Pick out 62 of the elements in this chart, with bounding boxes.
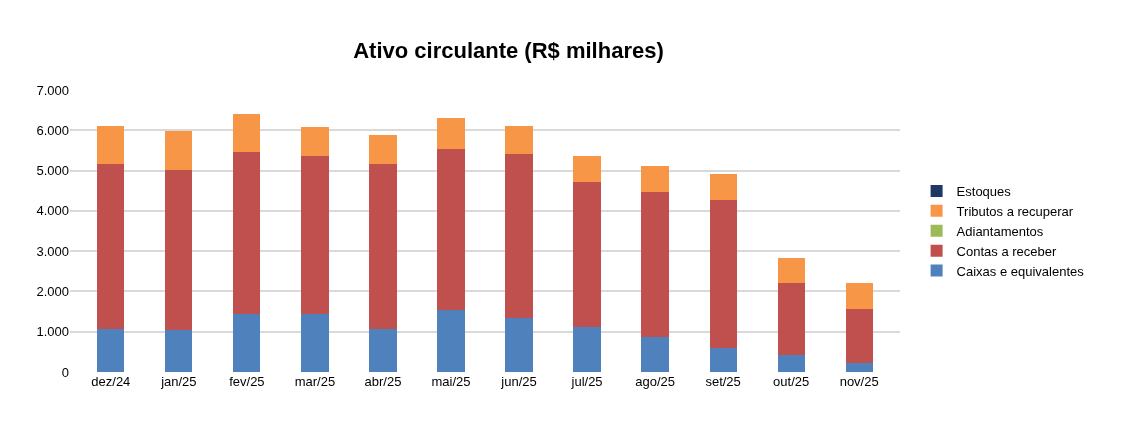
- x-tick-label: jun/25: [500, 374, 537, 389]
- bar: [437, 148, 465, 311]
- legend-label: Estoques: [956, 184, 1012, 200]
- bar: [369, 135, 397, 165]
- x-tick-label: fev/25: [229, 374, 265, 389]
- legend-label: Contas a receber: [956, 243, 1057, 259]
- y-tick-label: 7.000: [36, 82, 69, 98]
- bar: [777, 258, 805, 284]
- y-tick-label: 5.000: [36, 163, 69, 179]
- bar: [301, 126, 329, 156]
- bar: [97, 163, 125, 329]
- bar: [369, 328, 397, 372]
- bar: [505, 318, 533, 372]
- bar: [845, 362, 873, 372]
- bar: [641, 166, 669, 193]
- bar: [233, 152, 261, 314]
- y-tick-label: 3.000: [36, 243, 69, 259]
- x-tick-label: mai/25: [431, 374, 471, 389]
- bar: [437, 118, 465, 149]
- y-tick-label: 4.000: [36, 203, 69, 219]
- x-tick-label: set/25: [705, 374, 741, 389]
- bar: [573, 327, 601, 372]
- bar: [777, 355, 805, 372]
- x-tick-label: dez/24: [91, 374, 131, 389]
- x-tick-label: ago/25: [635, 374, 675, 389]
- bar: [845, 309, 873, 363]
- x-tick-label: jul/25: [570, 374, 603, 389]
- bar: [165, 169, 193, 331]
- y-tick-label: 2.000: [36, 283, 69, 299]
- bar: [709, 347, 737, 372]
- bar: [97, 328, 125, 372]
- bar: [437, 310, 465, 372]
- bar: [573, 156, 601, 182]
- bar: [505, 125, 533, 154]
- bar: [369, 164, 397, 329]
- legend-label: Tributos a recuperar: [956, 203, 1074, 219]
- y-tick-label: 6.000: [36, 122, 69, 138]
- bar: [709, 200, 737, 348]
- x-tick-label: abr/25: [364, 374, 402, 389]
- x-tick-label: out/25: [773, 374, 810, 389]
- bar: [233, 113, 261, 153]
- bar: [573, 181, 601, 328]
- y-tick-label: 0: [61, 364, 69, 380]
- bar: [233, 313, 261, 372]
- bar: [709, 174, 737, 201]
- x-tick-label: jan/25: [160, 374, 197, 389]
- bar: [301, 155, 329, 314]
- bar: [97, 125, 125, 164]
- y-tick-label: 1.000: [36, 324, 69, 340]
- bar: [165, 131, 193, 170]
- x-tick-label: mar/25: [294, 374, 336, 389]
- legend-label: Caixas e equivalentes: [956, 263, 1085, 279]
- x-tick-label: nov/25: [839, 374, 879, 389]
- bar: [845, 282, 873, 310]
- bar: [777, 283, 805, 356]
- bar: [165, 330, 193, 372]
- bar: [505, 153, 533, 319]
- bar: [641, 336, 669, 372]
- bar: [301, 313, 329, 372]
- legend-label: Adiantamentos: [956, 223, 1044, 239]
- chart-title: Ativo circulante (R$ milhares): [353, 37, 664, 63]
- bar: [641, 192, 669, 337]
